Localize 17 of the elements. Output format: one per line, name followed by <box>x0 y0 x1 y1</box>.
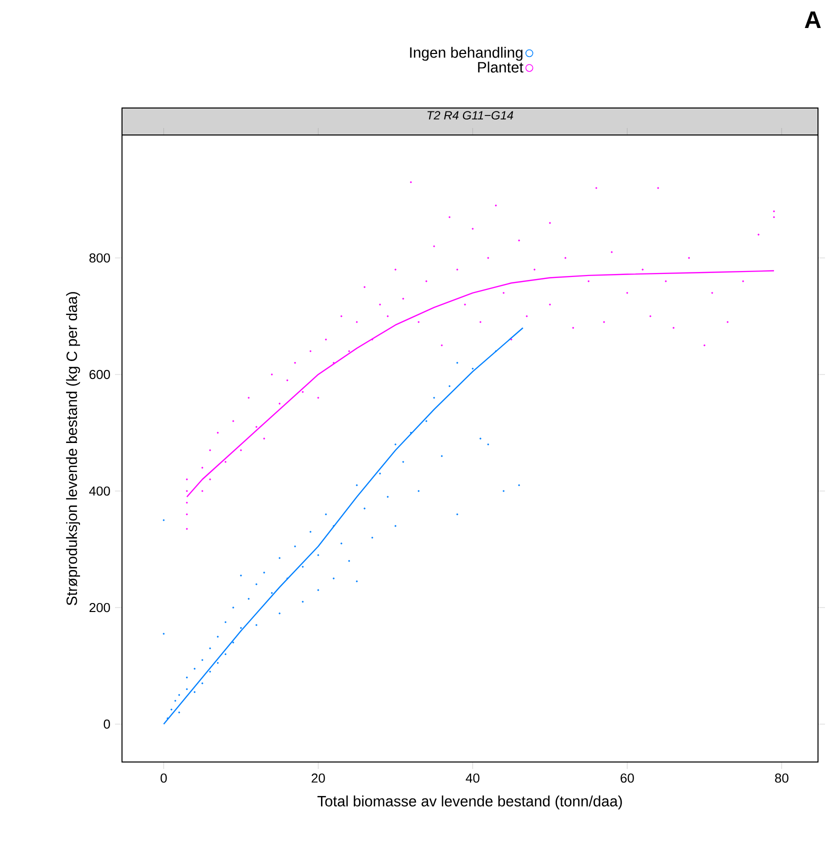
x-tick-label: 80 <box>775 774 788 783</box>
x-tick-label: 0 <box>160 774 167 783</box>
x-tick-label: 60 <box>620 774 634 783</box>
y-tick-label: 0 <box>104 720 110 729</box>
y-tick-label: 600 <box>90 370 110 380</box>
legend-label: Ingen behandling <box>410 46 522 61</box>
y-axis-title: Strøproduksjon levende bestand (kg C per daa) <box>66 292 80 606</box>
y-tick-label: 400 <box>89 486 110 496</box>
text: A <box>804 12 821 28</box>
x-axis-title: Total biomasse av levende bestand (tonn/daa) <box>317 796 622 810</box>
legend-label: Plantet <box>478 62 524 73</box>
line-series <box>186 270 775 498</box>
y-tick-label: 200 <box>90 602 110 612</box>
y-tick-label: 800 <box>89 253 110 263</box>
x-tick-label: 40 <box>466 774 480 783</box>
chart-title: T2 R4 G11−G14 <box>428 111 514 120</box>
x-tick-label: 20 <box>312 774 325 783</box>
